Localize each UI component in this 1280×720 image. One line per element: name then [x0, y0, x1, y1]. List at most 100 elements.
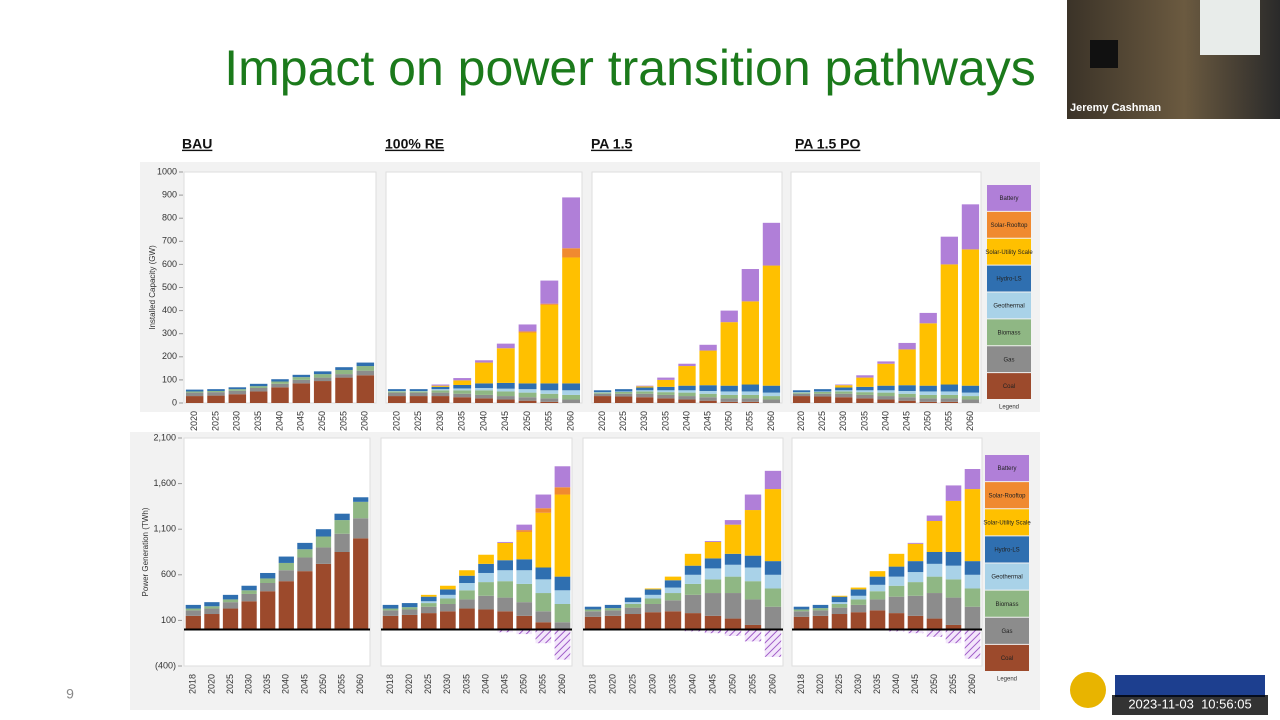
bar-segment	[764, 588, 782, 607]
bar-segment	[401, 609, 418, 615]
y-tick-label: 100	[161, 615, 176, 625]
bar-segment	[907, 582, 924, 596]
x-tick-label: 2055	[544, 411, 554, 431]
bar-segment	[636, 397, 654, 403]
bar-segment	[699, 350, 717, 386]
bar-segment	[382, 610, 399, 616]
bar-segment	[764, 470, 782, 490]
bar-segment	[249, 387, 268, 392]
y-tick-label: 100	[162, 374, 177, 384]
bar-segment	[562, 257, 581, 384]
bar-segment	[762, 396, 781, 400]
bar-segment	[764, 561, 782, 575]
bar-segment	[334, 552, 350, 630]
bar-segment	[562, 383, 581, 391]
bar-segment	[624, 602, 642, 604]
bar-segment	[657, 379, 675, 387]
x-tick-label: 2035	[262, 674, 272, 694]
x-tick-label: 2055	[538, 674, 548, 694]
bar-segment	[762, 385, 781, 393]
bar-segment	[382, 604, 399, 609]
legend-swatch	[985, 536, 1029, 563]
bar-segment	[744, 581, 762, 600]
bar-segment	[475, 390, 493, 395]
panel-title: BAU	[182, 136, 212, 152]
bar-segment	[222, 602, 239, 609]
bar-segment	[241, 593, 257, 602]
x-tick-label: 2030	[243, 674, 253, 694]
bar-segment	[907, 542, 924, 544]
bar-segment	[478, 563, 494, 573]
bar-segment	[744, 599, 762, 625]
bar-segment	[741, 401, 759, 403]
bar-segment	[315, 529, 332, 537]
legend-swatch	[987, 211, 1031, 238]
bar-segment	[249, 383, 268, 387]
x-tick-label: 2020	[189, 411, 199, 431]
bar-segment	[207, 390, 225, 393]
y-tick-label: 500	[162, 282, 177, 292]
x-tick-label: 2060	[355, 674, 365, 694]
legend-label: Biomass	[997, 330, 1020, 336]
bar-segment	[945, 500, 962, 552]
bar-segment	[792, 393, 811, 397]
bar-segment	[699, 397, 717, 401]
bar-segment	[554, 494, 571, 577]
x-tick-label: 2025	[627, 674, 637, 694]
bar-segment	[496, 391, 515, 397]
bar-segment	[877, 392, 895, 397]
bar-segment	[945, 597, 962, 625]
x-tick-label: 2055	[948, 674, 958, 694]
bar-segment	[831, 614, 848, 630]
bar-segment	[497, 541, 513, 543]
bar-segment	[636, 386, 654, 388]
bar-segment	[475, 394, 493, 399]
bar-segment	[850, 587, 867, 590]
bar-segment	[593, 390, 612, 393]
bar-segment	[919, 401, 937, 403]
bar-segment	[554, 590, 571, 604]
panel-title: 100% RE	[385, 136, 444, 152]
bar-segment	[961, 385, 980, 393]
legend-swatch	[987, 238, 1031, 265]
bar-segment	[335, 374, 353, 378]
charging-segment	[907, 629, 924, 634]
bar-segment	[292, 379, 311, 384]
bar-segment	[657, 377, 675, 380]
x-tick-label: 2035	[872, 674, 882, 694]
bar-segment	[409, 392, 428, 397]
bar-segment	[869, 610, 886, 630]
bar-segment	[926, 563, 943, 577]
y-tick-label: 600	[162, 259, 177, 269]
bar-segment	[856, 377, 874, 387]
bar-segment	[945, 485, 962, 501]
bar-segment	[940, 398, 958, 402]
bar-segment	[793, 606, 810, 610]
bar-segment	[313, 374, 332, 378]
x-tick-label: 2060	[767, 674, 777, 694]
bar-segment	[459, 583, 475, 591]
x-tick-label: 2040	[891, 674, 901, 694]
bar-segment	[496, 399, 515, 403]
bar-segment	[678, 385, 696, 391]
bar-segment	[297, 557, 313, 572]
bar-segment	[204, 608, 220, 615]
bar-segment	[835, 391, 853, 394]
bar-segment	[907, 595, 924, 616]
bar-segment	[940, 384, 958, 392]
bar-segment	[518, 324, 537, 332]
x-tick-label: 2060	[557, 674, 567, 694]
x-tick-label: 2025	[618, 411, 628, 431]
bar-segment	[741, 384, 759, 392]
bar-segment	[644, 598, 662, 604]
bar-segment	[401, 607, 418, 610]
bar-segment	[704, 579, 722, 594]
bar-segment	[624, 597, 642, 603]
slide-title: Impact on power transition pathways	[224, 40, 1036, 96]
y-tick-label: 1,100	[153, 524, 176, 534]
bar-segment	[856, 392, 874, 395]
bar-segment	[636, 393, 654, 398]
x-tick-label: 2045	[500, 411, 510, 431]
bar-segment	[478, 554, 494, 564]
bar-segment	[907, 543, 924, 562]
